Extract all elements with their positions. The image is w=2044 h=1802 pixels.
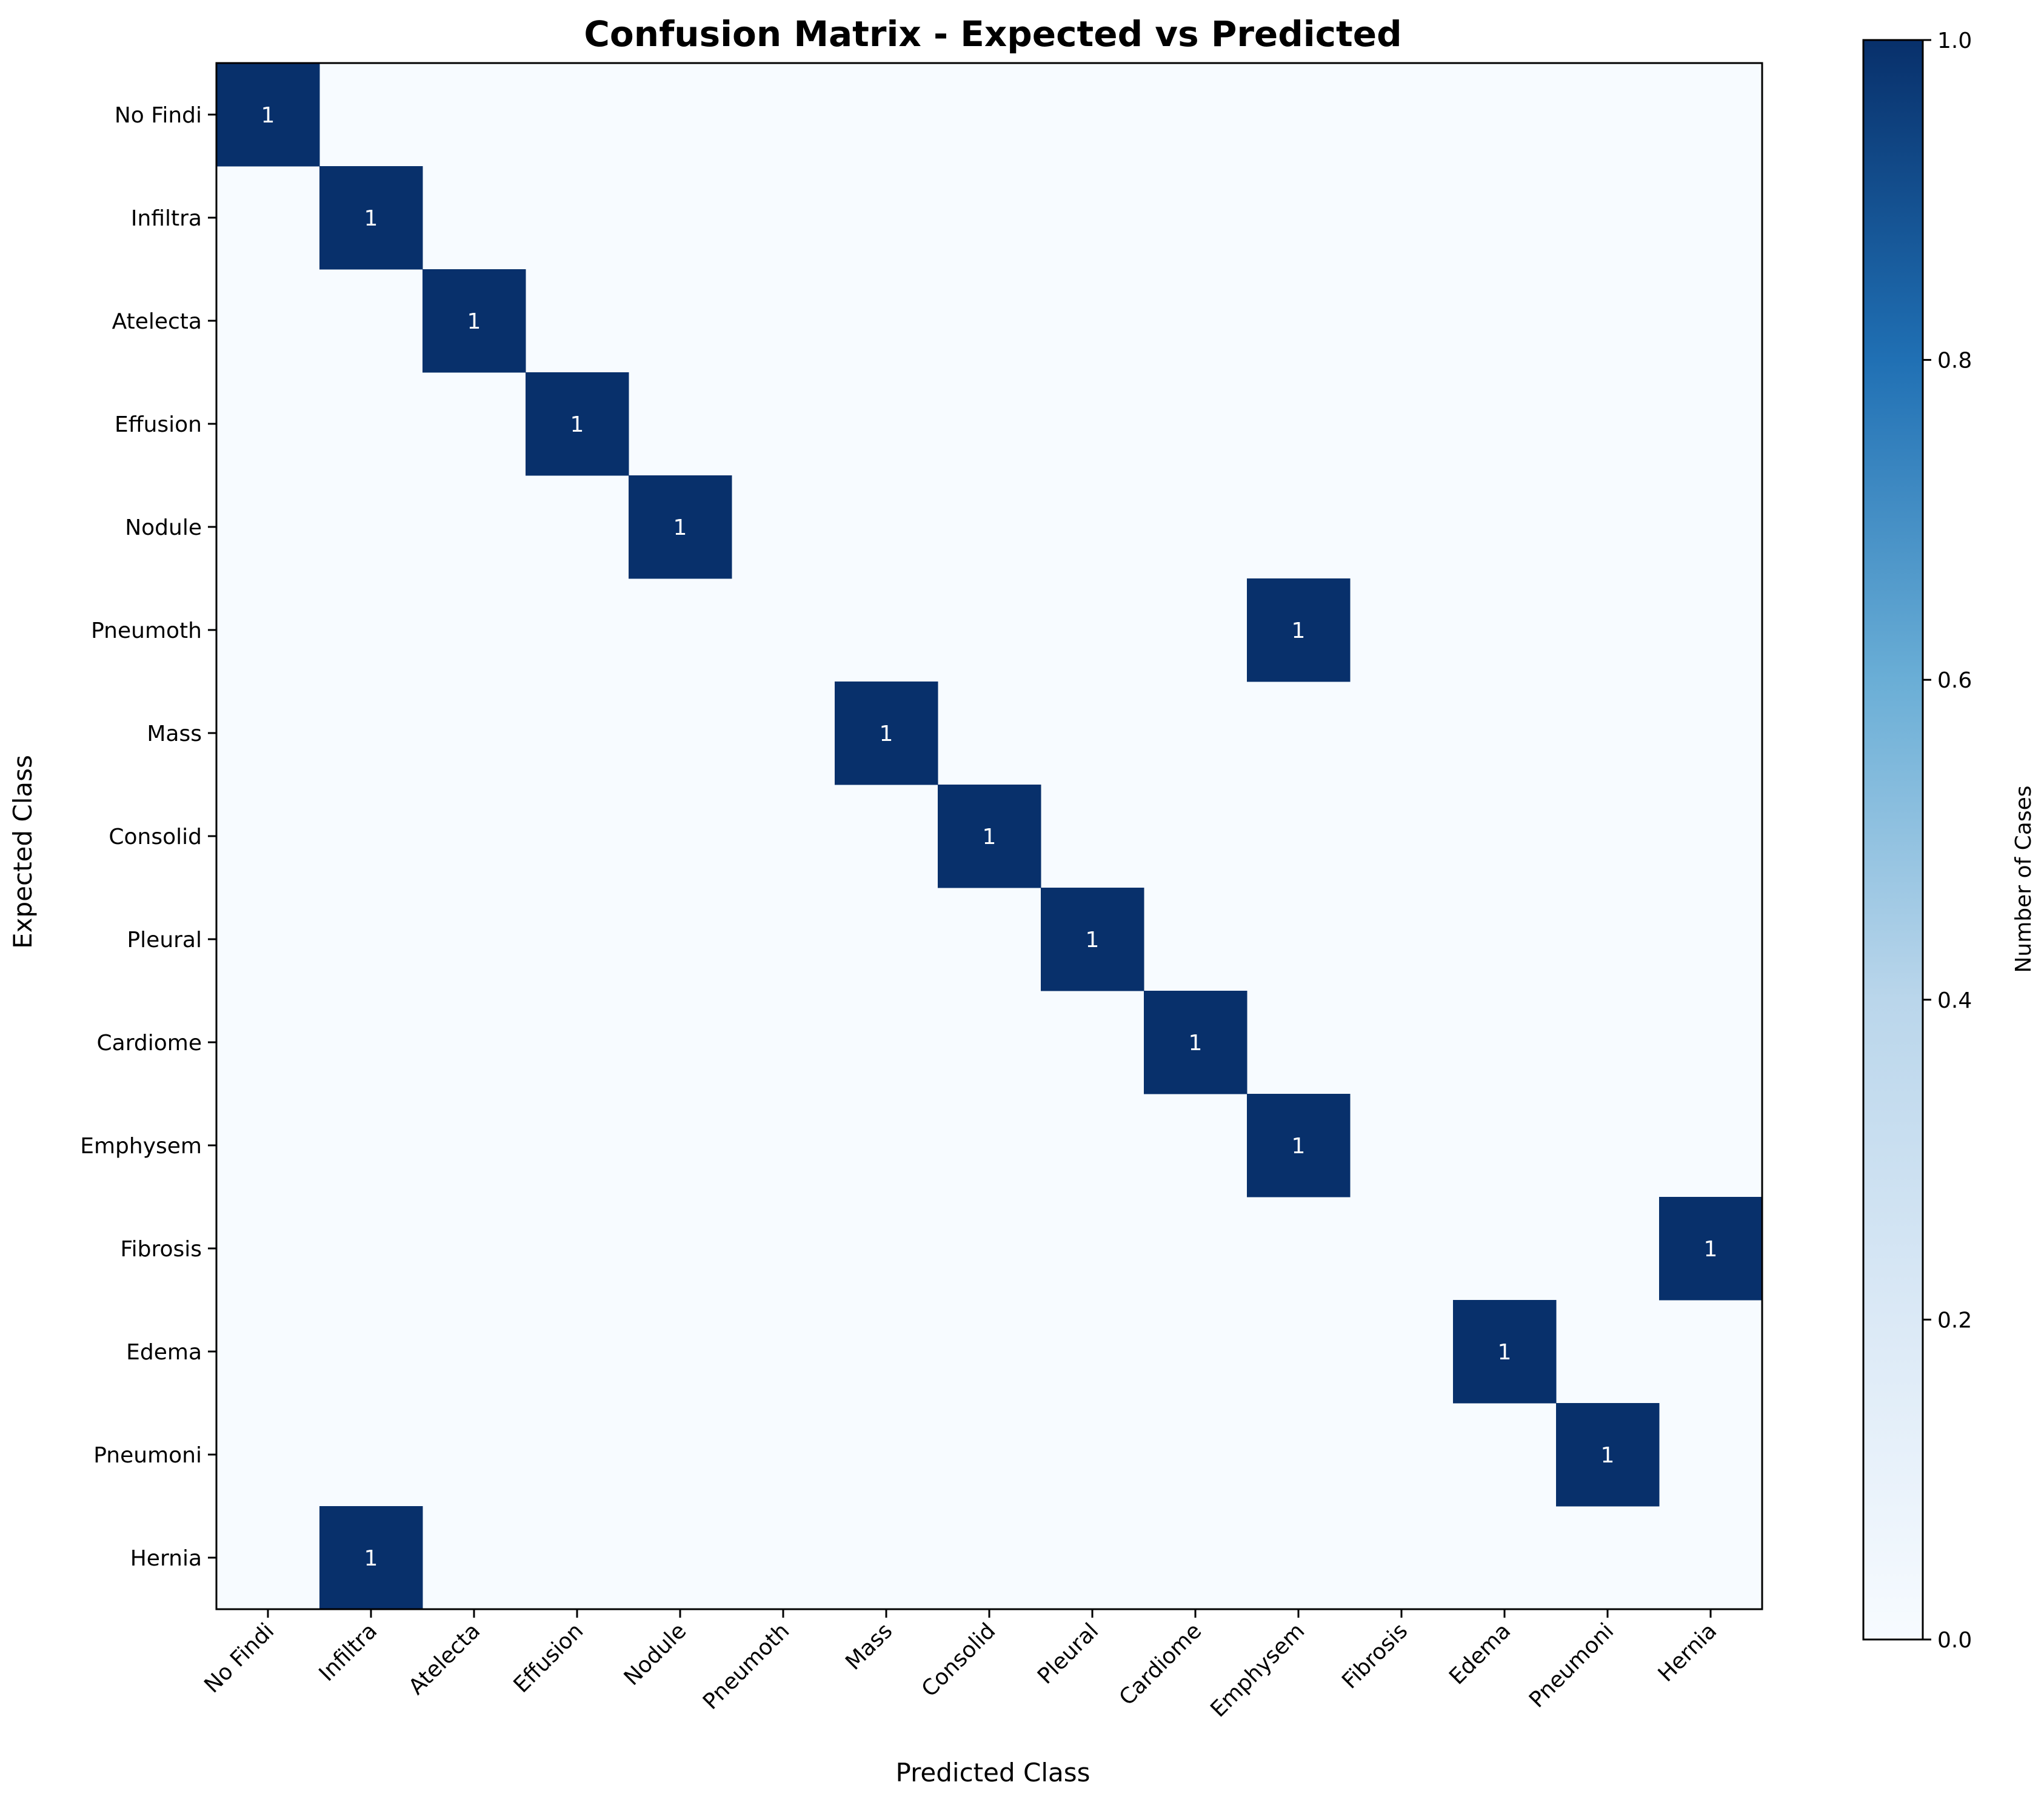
x-tick-label: Infiltra — [315, 1618, 382, 1686]
x-tick-label: Effusion — [509, 1618, 589, 1698]
x-tick-label: No Findi — [199, 1618, 279, 1698]
y-tick-label: Pneumoth — [91, 618, 202, 643]
heatmap-cell — [319, 166, 423, 270]
heatmap-cell — [526, 372, 629, 476]
colorbar-ticks: 0.0 0.2 0.4 0.6 0.8 1.0 — [1923, 28, 1972, 1653]
heatmap-cell-value: 1 — [673, 515, 687, 540]
heatmap-cell — [629, 475, 732, 579]
colorbar-tick-label: 1.0 — [1937, 28, 1972, 53]
y-tick-label: Pleural — [127, 928, 202, 953]
heatmap-cell — [1247, 578, 1351, 682]
heatmap-cell-value: 1 — [1704, 1237, 1718, 1262]
x-tick-label: Consolid — [917, 1618, 1001, 1702]
heatmap-cell — [1453, 1300, 1557, 1404]
x-tick-label: Nodule — [620, 1618, 692, 1690]
colorbar-tick-label: 0.8 — [1937, 349, 1972, 373]
chart-title: Confusion Matrix - Expected vs Predicted — [584, 13, 1401, 55]
colorbar-tick-label: 0.0 — [1937, 1628, 1972, 1653]
heatmap-cell-value: 1 — [1086, 928, 1100, 953]
x-tick-label: Pleural — [1033, 1618, 1103, 1689]
y-tick-label: Cardiome — [97, 1031, 202, 1056]
x-tick-label: Atelecta — [404, 1618, 485, 1700]
heatmap-cell-value: 1 — [1292, 618, 1306, 643]
heatmap-cell-value: 1 — [880, 722, 893, 746]
x-tick-label: Hernia — [1654, 1618, 1722, 1687]
y-tick-label: Infiltra — [131, 206, 202, 231]
heatmap-cell-value: 1 — [570, 412, 584, 437]
heatmap-cell-value: 1 — [1601, 1443, 1615, 1468]
y-tick-label: Nodule — [125, 515, 202, 540]
y-axis-label: Expected Class — [8, 755, 38, 949]
heatmap-cell-value: 1 — [261, 103, 275, 128]
y-tick-label: Consolid — [109, 825, 202, 849]
x-tick-label: Pneumoni — [1525, 1618, 1618, 1712]
y-tick-label: Pneumoni — [93, 1443, 202, 1468]
y-tick-label: No Findi — [115, 103, 202, 128]
x-tick-label: Mass — [841, 1618, 897, 1675]
x-axis-label: Predicted Class — [895, 1758, 1090, 1787]
heatmap-cell-value: 1 — [1498, 1340, 1512, 1365]
x-tick-label: Cardiome — [1115, 1618, 1207, 1710]
y-tick-label: Emphysem — [80, 1134, 202, 1159]
heatmap-cell — [1247, 1094, 1351, 1197]
heatmap-cell — [1041, 888, 1144, 991]
heatmap-cells — [216, 63, 1763, 1610]
x-tick-label: Pneumoth — [698, 1618, 794, 1714]
x-tick-label: Emphysem — [1206, 1618, 1309, 1722]
heatmap-cell-value: 1 — [364, 206, 378, 231]
heatmap-cell-value: 1 — [364, 1546, 378, 1571]
heatmap-cell — [1556, 1403, 1660, 1507]
heatmap-cell — [216, 63, 320, 167]
colorbar-tick-label: 0.6 — [1937, 668, 1972, 693]
x-tick-label: Edema — [1444, 1618, 1515, 1689]
x-axis-ticks: No Findi Infiltra Atelecta Effusion Nodule Pn… — [199, 1609, 1722, 1722]
heatmap-cell — [319, 1506, 423, 1610]
x-tick-label: Fibrosis — [1337, 1618, 1412, 1693]
heatmap-cell-value: 1 — [983, 825, 997, 849]
heatmap-cell — [1659, 1197, 1763, 1301]
heatmap-cell-value: 1 — [467, 309, 481, 334]
heatmap-cell — [938, 785, 1041, 888]
heatmap-cell-labels: 1 1 1 1 1 1 1 1 1 1 1 1 1 1 1 — [261, 103, 1718, 1571]
colorbar-label: Number of Cases — [2011, 785, 2036, 973]
heatmap-cell-value: 1 — [1189, 1031, 1203, 1056]
heatmap-cell-value: 1 — [1292, 1134, 1306, 1159]
y-axis-ticks: No Findi Infiltra Atelecta Effusion Nodule Pn… — [80, 103, 216, 1571]
heatmap-cell — [835, 682, 938, 785]
y-tick-label: Fibrosis — [121, 1237, 202, 1262]
colorbar-tick-label: 0.2 — [1937, 1308, 1972, 1333]
y-tick-label: Atelecta — [112, 309, 202, 334]
y-tick-label: Hernia — [130, 1546, 202, 1571]
y-tick-label: Effusion — [115, 412, 202, 437]
heatmap-cell — [422, 269, 526, 373]
heatmap-cell — [1144, 991, 1247, 1094]
colorbar — [1862, 39, 1924, 1641]
y-tick-label: Edema — [126, 1340, 202, 1365]
colorbar-tick-label: 0.4 — [1937, 988, 1972, 1013]
y-tick-label: Mass — [147, 722, 202, 746]
